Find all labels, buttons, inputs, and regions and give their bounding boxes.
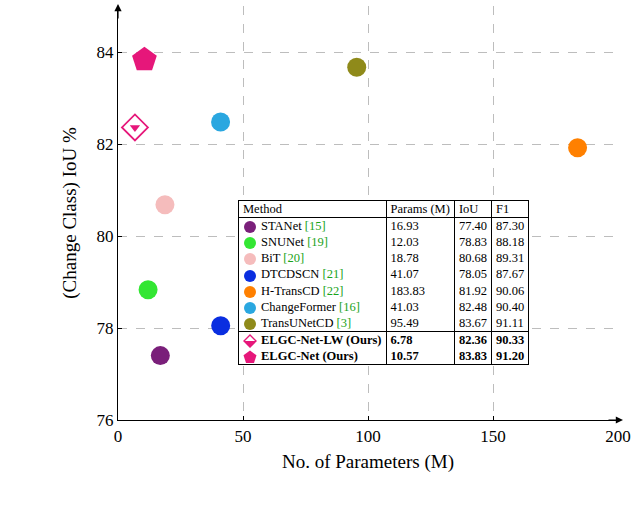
- html-text:91.20: 91.20: [496, 349, 525, 364]
- html-text:83.83: 83.83: [458, 349, 487, 364]
- html-text:H-TransCD [22]: H-TransCD [22]: [261, 283, 344, 298]
- html-text:ELGC-Net (Ours): ELGC-Net (Ours): [261, 349, 358, 363]
- html-text:F1: F1: [496, 202, 510, 216]
- html-text:82.48: 82.48: [458, 299, 487, 314]
- html-text:80.68: 80.68: [458, 251, 487, 266]
- html-text:Method: Method: [243, 202, 282, 216]
- html-text:STANet [15]: STANet [15]: [261, 219, 326, 233]
- svg-text:100: 100: [355, 427, 381, 446]
- html-text:16.93: 16.93: [390, 219, 419, 234]
- html-text:183.83: 183.83: [390, 283, 425, 298]
- html-text:87.67: 87.67: [496, 267, 525, 282]
- html-text:91.11: 91.11: [496, 315, 524, 330]
- html-text:88.18: 88.18: [496, 235, 525, 250]
- html-text:82.36: 82.36: [458, 332, 487, 347]
- html-text:95.49: 95.49: [390, 315, 419, 330]
- html-text:BiT [20]: BiT [20]: [261, 251, 305, 266]
- html-text:78.05: 78.05: [458, 267, 487, 282]
- html-text:90.33: 90.33: [496, 332, 525, 347]
- html-text:10.57: 10.57: [390, 349, 419, 364]
- html-text:Params (M): Params (M): [390, 202, 450, 216]
- html-text:TransUNetCD [3]: TransUNetCD [3]: [261, 315, 352, 330]
- html-text:41.07: 41.07: [390, 267, 419, 282]
- svg-text:0: 0: [114, 427, 123, 446]
- svg-text:76: 76: [97, 411, 114, 430]
- svg-text:200: 200: [605, 427, 631, 446]
- html-text:87.30: 87.30: [496, 219, 525, 234]
- html-text:ELGC-Net-LW (Ours): ELGC-Net-LW (Ours): [261, 332, 382, 347]
- svg-text:78: 78: [97, 319, 114, 338]
- svg-text:150: 150: [480, 427, 506, 446]
- html-text:90.06: 90.06: [496, 283, 525, 298]
- html-text:6.78: 6.78: [390, 332, 413, 347]
- svg-text:No. of Parameters (M): No. of Parameters (M): [282, 451, 454, 473]
- html-text:77.40: 77.40: [458, 219, 487, 234]
- html-text:89.31: 89.31: [496, 251, 525, 266]
- svg-text:50: 50: [235, 427, 252, 446]
- html-text:78.83: 78.83: [458, 235, 487, 250]
- html-text:81.92: 81.92: [458, 283, 487, 298]
- svg-text:(Change Class) IoU %: (Change Class) IoU %: [59, 127, 81, 299]
- html-text:SNUNet [19]: SNUNet [19]: [261, 235, 328, 250]
- html-text:IoU: IoU: [458, 202, 479, 216]
- svg-text:80: 80: [97, 227, 114, 246]
- html-text:41.03: 41.03: [390, 299, 419, 314]
- html-text:DTCDSCN [21]: DTCDSCN [21]: [261, 267, 344, 282]
- html-text:18.78: 18.78: [390, 251, 419, 266]
- html-text:ChangeFormer [16]: ChangeFormer [16]: [261, 299, 360, 314]
- html-text:12.03: 12.03: [390, 235, 419, 250]
- html-text:90.40: 90.40: [496, 299, 525, 314]
- svg-text:82: 82: [97, 135, 114, 154]
- svg-text:84: 84: [97, 43, 115, 62]
- html-text:83.67: 83.67: [458, 315, 487, 330]
